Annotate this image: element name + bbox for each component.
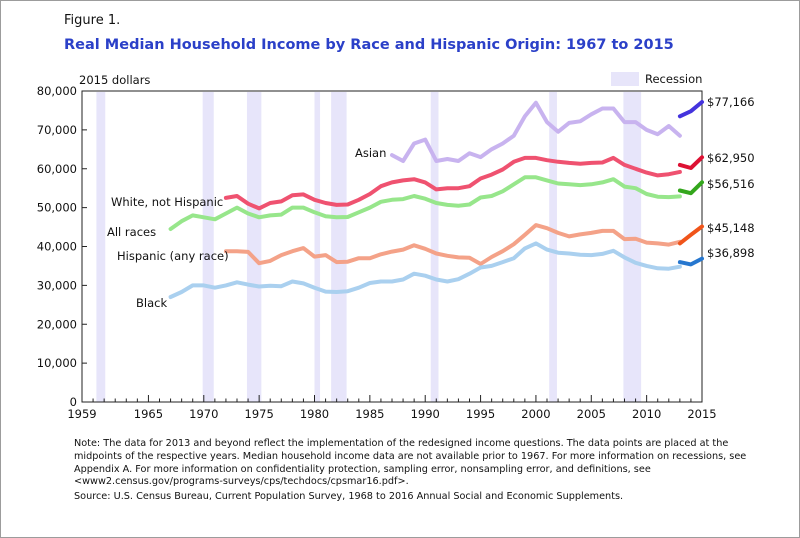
recession-band <box>246 92 262 402</box>
y-axis-unit-label: 2015 dollars <box>79 73 151 87</box>
y-tick-label: 80,000 <box>37 84 77 98</box>
recession-band <box>96 92 106 402</box>
y-tick-label: 20,000 <box>37 317 77 331</box>
chart-source: Source: U.S. Census Bureau, Current Popu… <box>74 491 624 502</box>
plot-area-frame <box>81 90 703 403</box>
x-tick-label: 2005 <box>577 407 606 421</box>
chart-note: Note: The data for 2013 and beyond refle… <box>74 438 747 488</box>
series-label-hispanic-any-race: Hispanic (any race) <box>117 249 229 263</box>
x-tick-label: 2000 <box>521 407 550 421</box>
series-line-redesign-hispanic-any-race <box>677 224 704 246</box>
series-line-all-races <box>168 175 682 231</box>
recession-band <box>314 92 321 402</box>
series-label-white-not-hispanic: White, not Hispanic <box>111 195 223 209</box>
x-tick-label: 1970 <box>189 407 218 421</box>
recession-band <box>202 92 214 402</box>
series-label-asian: Asian <box>355 146 386 160</box>
end-value-label-hispanic-any-race: $45,148 <box>707 221 755 235</box>
x-tick-label: 1959 <box>67 407 96 421</box>
x-tick-label: 1990 <box>411 407 440 421</box>
y-tick-label: 30,000 <box>37 278 77 292</box>
x-tick-label: 1975 <box>245 407 274 421</box>
recession-legend-swatch <box>611 72 639 86</box>
series-line-redesign-asian <box>677 100 704 119</box>
recession-band <box>623 92 642 402</box>
recession-band <box>549 92 557 402</box>
recession-band <box>430 92 439 402</box>
recession-legend-label: Recession <box>645 72 702 86</box>
end-value-label-asian: $77,166 <box>707 95 755 109</box>
y-tick-label: 0 <box>70 395 77 409</box>
series-label-black: Black <box>136 296 167 310</box>
chart-title: Real Median Household Income by Race and… <box>64 37 674 53</box>
series-line-redesign-white-not-hispanic <box>677 155 704 170</box>
x-tick-label: 1995 <box>466 407 495 421</box>
end-value-label-black: $36,898 <box>707 246 755 260</box>
recession-band <box>331 92 347 402</box>
y-tick-label: 10,000 <box>37 356 77 370</box>
series-line-asian <box>390 100 682 163</box>
series-label-all-races: All races <box>107 225 156 239</box>
series-line-hispanic-any-race <box>223 223 682 266</box>
x-tick-label: 1980 <box>300 407 329 421</box>
x-tick-label: 2010 <box>632 407 661 421</box>
series-line-white-not-hispanic <box>223 155 682 211</box>
x-tick-label: 2015 <box>687 407 716 421</box>
series-line-redesign-all-races <box>677 180 704 196</box>
y-tick-label: 50,000 <box>37 201 77 215</box>
end-value-label-white-not-hispanic: $62,950 <box>707 151 755 165</box>
series-line-black <box>168 241 682 299</box>
figure-label: Figure 1. <box>64 13 121 28</box>
y-tick-label: 70,000 <box>37 123 77 137</box>
y-tick-label: 60,000 <box>37 162 77 176</box>
x-tick-label: 1965 <box>134 407 163 421</box>
series-line-redesign-black <box>677 256 704 267</box>
x-tick-label: 1985 <box>355 407 384 421</box>
end-value-label-all-races: $56,516 <box>707 177 755 191</box>
y-tick-label: 40,000 <box>37 240 77 254</box>
